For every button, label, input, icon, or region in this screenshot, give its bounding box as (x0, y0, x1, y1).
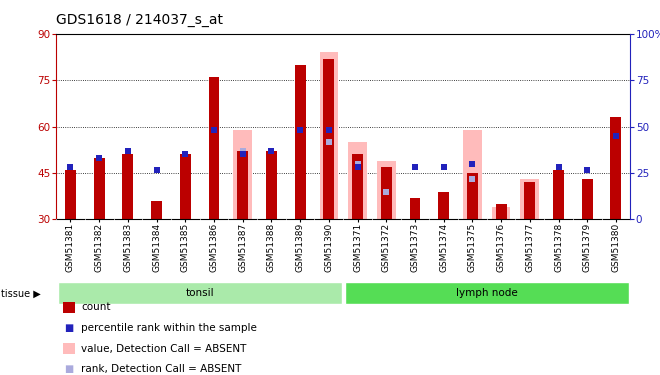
Text: GSM51379: GSM51379 (583, 222, 592, 272)
Text: ■: ■ (64, 364, 73, 374)
Text: ■: ■ (64, 323, 73, 333)
Bar (122, 154, 133, 219)
Bar (180, 154, 191, 219)
Bar (467, 173, 478, 219)
Text: count: count (81, 303, 111, 312)
Bar (151, 201, 162, 219)
Bar (496, 204, 507, 219)
Bar (438, 192, 449, 219)
Text: percentile rank within the sample: percentile rank within the sample (81, 323, 257, 333)
Text: value, Detection Call = ABSENT: value, Detection Call = ABSENT (81, 344, 247, 354)
Bar (581, 179, 593, 219)
FancyBboxPatch shape (345, 282, 629, 304)
Text: GSM51386: GSM51386 (209, 222, 218, 272)
Text: lymph node: lymph node (456, 288, 517, 298)
Bar (492, 207, 510, 219)
Bar (209, 77, 220, 219)
Text: GSM51371: GSM51371 (353, 222, 362, 272)
Bar (348, 142, 367, 219)
Text: GSM51390: GSM51390 (324, 222, 333, 272)
Bar (294, 65, 306, 219)
Bar (94, 158, 105, 219)
Bar (381, 167, 392, 219)
Text: tissue ▶: tissue ▶ (1, 288, 41, 298)
Text: GSM51387: GSM51387 (238, 222, 248, 272)
Text: GSM51389: GSM51389 (296, 222, 305, 272)
Bar (409, 198, 420, 219)
Bar (323, 58, 335, 219)
Text: GSM51375: GSM51375 (468, 222, 477, 272)
Bar (352, 154, 363, 219)
Text: rank, Detection Call = ABSENT: rank, Detection Call = ABSENT (81, 364, 242, 374)
Text: GSM51380: GSM51380 (611, 222, 620, 272)
Text: GSM51382: GSM51382 (94, 222, 104, 272)
Text: GSM51385: GSM51385 (181, 222, 190, 272)
Text: GSM51383: GSM51383 (123, 222, 133, 272)
Bar (65, 170, 76, 219)
Text: GSM51378: GSM51378 (554, 222, 563, 272)
Bar (524, 182, 535, 219)
Bar (553, 170, 564, 219)
Text: tonsil: tonsil (185, 288, 214, 298)
Text: GSM51374: GSM51374 (439, 222, 448, 272)
Text: GDS1618 / 214037_s_at: GDS1618 / 214037_s_at (56, 13, 223, 27)
Text: GSM51384: GSM51384 (152, 222, 161, 272)
Bar (319, 53, 338, 219)
Text: GSM51388: GSM51388 (267, 222, 276, 272)
Bar (234, 130, 252, 219)
Bar (521, 179, 539, 219)
Bar (610, 117, 622, 219)
Text: GSM51376: GSM51376 (496, 222, 506, 272)
Bar (237, 151, 248, 219)
Bar (266, 151, 277, 219)
Bar (463, 130, 482, 219)
Text: GSM51372: GSM51372 (381, 222, 391, 272)
Text: GSM51373: GSM51373 (411, 222, 420, 272)
Text: GSM51381: GSM51381 (66, 222, 75, 272)
Text: GSM51377: GSM51377 (525, 222, 535, 272)
Bar (377, 160, 395, 219)
FancyBboxPatch shape (57, 282, 342, 304)
